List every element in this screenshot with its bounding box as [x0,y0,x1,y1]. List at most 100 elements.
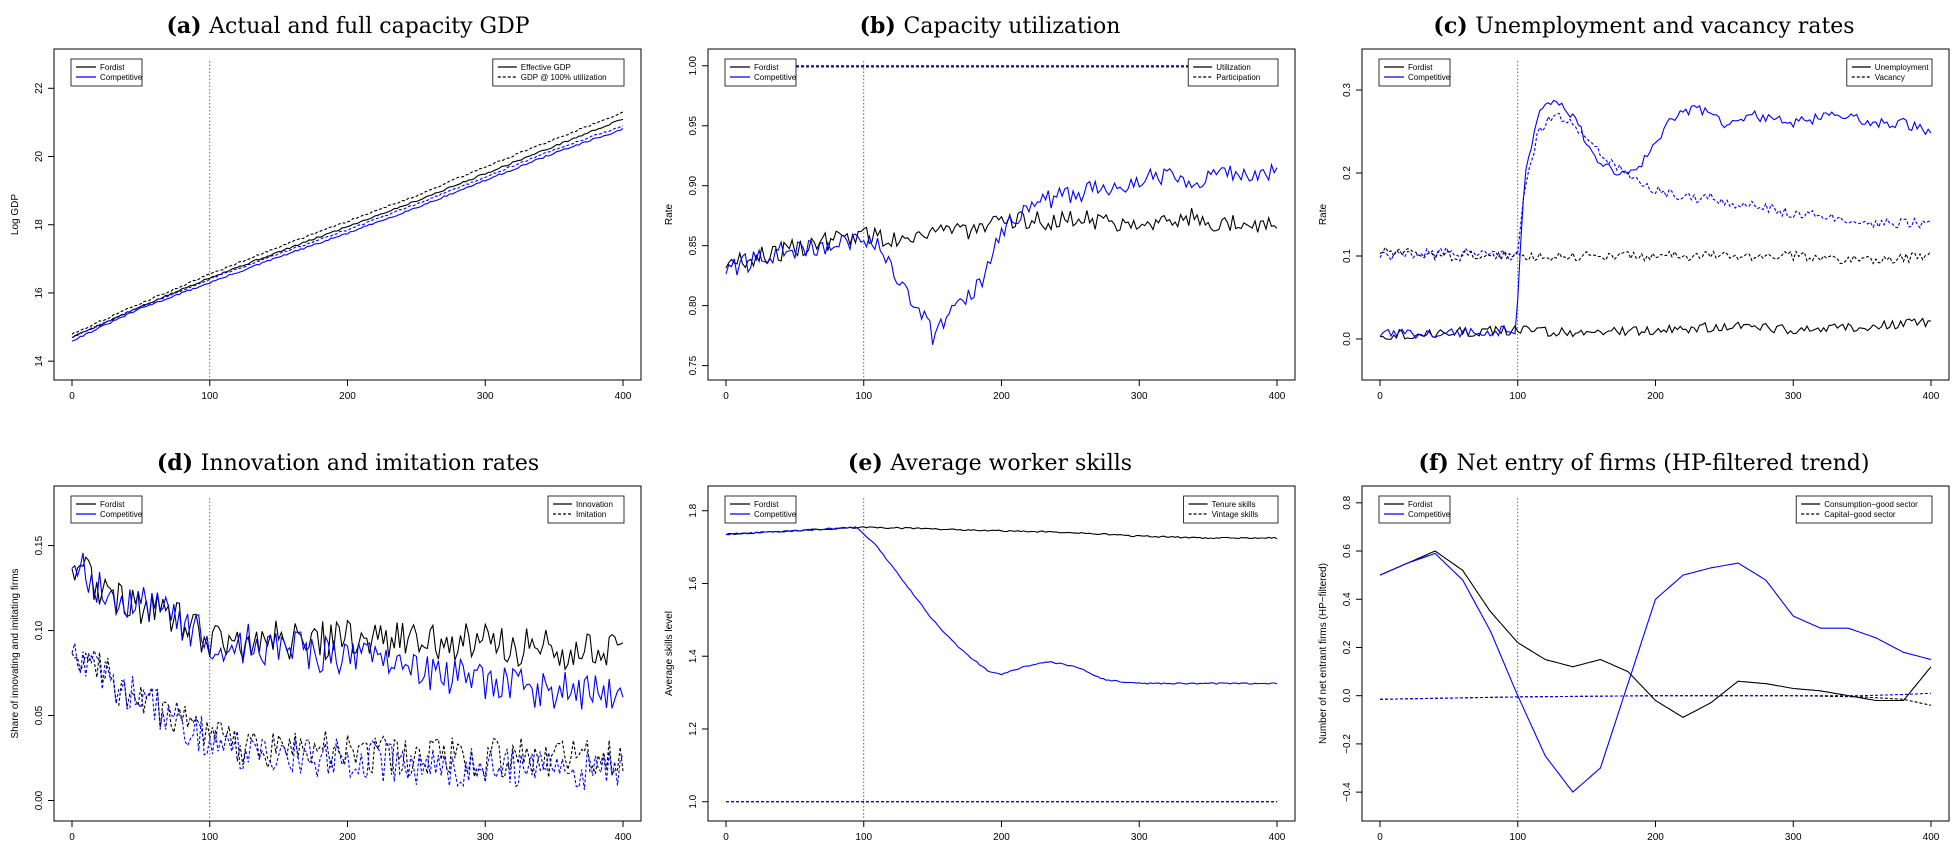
series-competitive-solid [725,526,1278,685]
legend-label: Fordist [100,63,125,72]
series-fordist-solid [1379,550,1932,719]
legend-label: Consumption−good sector [1824,500,1918,509]
legend-label: Competitive [100,510,143,519]
legend-label: Vacancy [1875,73,1905,82]
series-fordist-solid [1379,317,1932,340]
x-tick-label: 100 [201,391,218,402]
panel-title-text: Unemployment and vacancy rates [1475,14,1854,39]
x-tick-label: 200 [1647,832,1664,843]
x-tick-label: 0 [1377,832,1383,843]
y-tick-label: 1.0 [688,794,699,808]
series-competitive-dashed [1380,692,1932,700]
x-tick-label: 100 [855,391,872,402]
y-axis-label: Rate [664,204,675,226]
panel-title: (a) Actual and full capacity GDP [166,13,529,39]
y-tick-label: 16 [34,287,45,299]
series-competitive-dashed [71,643,624,790]
x-tick-label: 400 [1269,832,1286,843]
legend-label: Fordist [1408,500,1433,509]
legend-label: Unemployment [1875,63,1930,72]
y-axis-label: Log GDP [10,194,21,235]
x-tick-label: 200 [1647,391,1664,402]
legend-label: Fordist [754,500,779,509]
y-axis-label: Share of innovating and imitating firms [10,568,21,738]
y-tick-label: 0.8 [1342,495,1353,509]
plot-frame [707,48,1296,381]
panel-tag: (d) [157,450,201,476]
plot-frame [707,485,1296,822]
legend-label: Fordist [100,500,125,509]
series-fordist-solid [725,526,1278,540]
series-competitive-solid [725,162,1278,345]
y-tick-label: 1.00 [688,56,699,76]
y-tick-label: 0.6 [1342,544,1353,558]
series-competitive-dashed [1379,112,1932,262]
x-tick-label: 300 [1131,832,1148,843]
y-tick-label: 1.2 [688,722,699,736]
x-tick-label: 400 [615,391,632,402]
x-tick-label: 0 [69,391,75,402]
y-axis-label: Number of net entrant firms (HP−filtered… [1318,563,1329,744]
legend-label: Utilization [1216,63,1251,72]
legend-label: Tenure skills [1212,500,1256,509]
panel-tag: (e) [848,450,890,476]
series-competitive-dashed [71,125,624,339]
x-tick-label: 100 [855,832,872,843]
panel-4: (d) Innovation and imitation rates 0 100 20… [10,450,642,843]
y-tick-label: 0.10 [34,620,45,640]
x-tick-label: 0 [723,391,729,402]
x-tick-label: 400 [1923,391,1940,402]
legend-label: Competitive [1408,510,1451,519]
panel-title: (c) Unemployment and vacancy rates [1433,13,1854,39]
x-tick-label: 0 [723,832,729,843]
panel-title: (e) Average worker skills [848,450,1132,476]
x-tick-label: 200 [339,832,356,843]
y-tick-label: 14 [34,355,45,367]
y-tick-label: 22 [34,82,45,94]
plot-frame [1361,485,1950,822]
legend-label: Vintage skills [1212,510,1259,519]
x-tick-label: 200 [339,391,356,402]
panel-6: (f) Net entry of firms (HP-filtered tren… [1318,450,1950,843]
legend-label: Competitive [754,73,797,82]
panel-title-text: Average worker skills [889,451,1132,476]
y-tick-label: 0.2 [1342,166,1353,180]
series-fordist-solid [71,556,624,671]
x-tick-label: 100 [201,832,218,843]
x-tick-label: 300 [1131,391,1148,402]
y-axis-label: Rate [1318,204,1329,226]
panel-title-text: Innovation and imitation rates [201,451,539,476]
legend-label: Innovation [576,500,613,509]
y-tick-label: −0.4 [1342,782,1353,802]
x-tick-label: 400 [615,832,632,843]
legend-label: Capital−good sector [1824,510,1896,519]
y-tick-label: 1.6 [688,576,699,590]
y-tick-label: 0.4 [1342,592,1353,606]
legend-label: Fordist [754,63,779,72]
legend-label: Fordist [1408,63,1433,72]
panel-title: (b) Capacity utilization [860,13,1121,39]
y-tick-label: 0.85 [688,236,699,256]
legend-label: Competitive [1408,73,1451,82]
y-tick-label: 0.1 [1342,249,1353,263]
y-tick-label: 1.4 [688,649,699,663]
legend-label: Imitation [576,510,606,519]
legend-label: GDP @ 100% utilization [521,73,607,82]
x-tick-label: 200 [993,391,1010,402]
series-fordist-dashed [71,651,624,779]
y-tick-label: 0.2 [1342,640,1353,654]
x-tick-label: 0 [1377,391,1383,402]
y-tick-label: 0.05 [34,705,45,725]
panel-tag: (f) [1419,450,1457,476]
x-tick-label: 300 [1785,391,1802,402]
